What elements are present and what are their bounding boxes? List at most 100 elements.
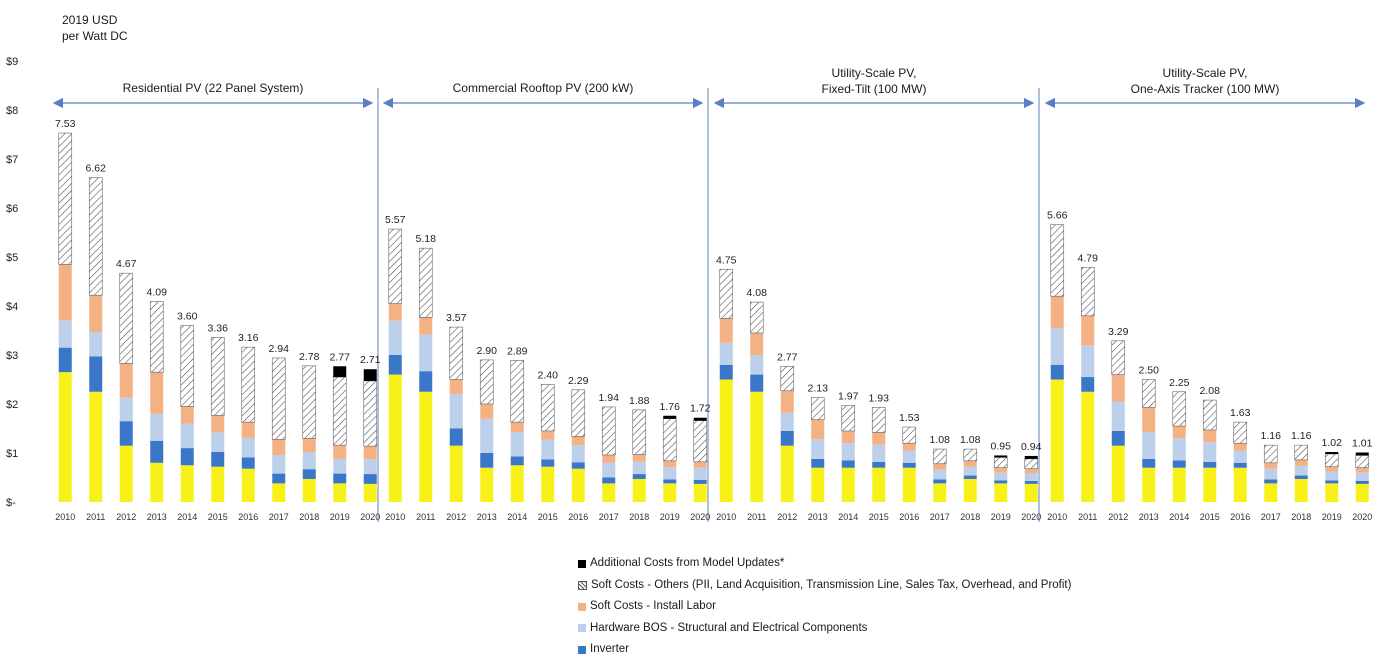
stacked-bar: 2.29 2016	[568, 375, 589, 522]
bar-segment-module	[119, 445, 133, 502]
x-tick-label: 2016	[238, 512, 258, 522]
bar-segment-soft-others	[1024, 458, 1039, 469]
y-tick-label: $8	[6, 105, 18, 117]
bar-segment-inverter	[780, 430, 794, 446]
bar-segment-hardware-bos	[388, 320, 402, 355]
legend-swatch	[578, 602, 586, 611]
y-axis: $- $1 $2 $3 $4 $5 $6 $7 $8 $9	[6, 56, 18, 509]
stacked-bar: 2.90 2013	[477, 345, 498, 522]
stacked-bar: 2.78 2018	[299, 351, 320, 522]
bar-segment-inverter	[1294, 475, 1308, 479]
x-tick-label: 2012	[777, 512, 797, 522]
bar-segment-inverter	[119, 421, 133, 446]
bar-segment-module	[1081, 391, 1095, 502]
bar-total-label: 1.97	[838, 390, 859, 402]
bar-segment-hardware-bos	[211, 432, 225, 453]
bar-segment-module	[363, 483, 377, 502]
bar-segment-soft-others	[749, 301, 764, 334]
bar-segment-hardware-bos	[1111, 401, 1125, 431]
bar-segment-inverter	[1172, 460, 1186, 468]
bar-segment-inverter	[272, 473, 286, 484]
bar-segment-inverter	[571, 462, 585, 469]
x-tick-label: 2016	[568, 512, 588, 522]
bar-segment-inverter	[1050, 364, 1064, 380]
bar-segment-install-labor	[1325, 466, 1339, 472]
bar-segment-inverter	[211, 452, 225, 467]
bar-total-label: 2.50	[1139, 365, 1160, 377]
bar-segment-hardware-bos	[180, 423, 194, 449]
bar-segment-install-labor	[719, 318, 733, 343]
bar-segment-module	[1203, 467, 1217, 502]
stacked-bar: 2.77 2012	[777, 351, 798, 522]
x-tick-label: 2019	[330, 512, 350, 522]
bar-segment-hardware-bos	[510, 431, 524, 457]
stacked-bar: 2.50 2013	[1139, 365, 1160, 523]
bar-segment-module	[632, 478, 646, 502]
bar-segment-inverter	[933, 479, 947, 484]
bar-total-label: 2.13	[808, 383, 829, 395]
bar-segment-soft-others	[719, 268, 734, 319]
x-tick-label: 2012	[446, 512, 466, 522]
bar-segment-inverter	[333, 473, 347, 484]
bar-total-label: 2.25	[1169, 377, 1190, 389]
legend-label: Inverter	[590, 643, 629, 655]
bar-segment-install-labor	[632, 454, 646, 462]
x-tick-label: 2014	[177, 512, 197, 522]
bar-total-label: 1.53	[899, 412, 920, 424]
bar-total-label: 2.90	[477, 345, 498, 357]
bar-segment-soft-others	[1111, 340, 1126, 375]
x-tick-label: 2015	[1200, 512, 1220, 522]
x-tick-label: 2015	[869, 512, 889, 522]
stacked-bar: 4.75 2010	[716, 254, 737, 522]
bar-segment-additional	[994, 455, 1008, 458]
bar-segment-hardware-bos	[602, 462, 616, 478]
bar-total-label: 3.36	[208, 322, 229, 334]
bar-segment-module	[58, 372, 72, 502]
bar-segment-hardware-bos	[363, 459, 377, 475]
bar-segment-soft-others	[1233, 421, 1248, 444]
legend-label: Soft Costs - Others (PII, Land Acquisiti…	[591, 578, 1072, 591]
bar-segment-module	[872, 467, 886, 502]
bar-segment-soft-others	[180, 325, 195, 407]
stacked-bar: 1.16 2018	[1291, 430, 1312, 522]
bar-total-label: 1.72	[690, 403, 711, 415]
x-tick-label: 2018	[299, 512, 319, 522]
bar-segment-soft-others	[449, 326, 464, 380]
bar-segment-soft-others	[88, 177, 103, 296]
bar-segment-inverter	[963, 475, 977, 479]
bar-segment-install-labor	[333, 445, 347, 459]
bar-segment-inverter	[363, 474, 377, 484]
bar-segment-install-labor	[841, 430, 855, 444]
bar-segment-hardware-bos	[693, 467, 707, 480]
x-tick-label: 2017	[1261, 512, 1281, 522]
bar-segment-hardware-bos	[58, 320, 72, 348]
bar-segment-inverter	[1142, 458, 1156, 468]
bar-segment-install-labor	[963, 460, 977, 467]
bar-segment-hardware-bos	[272, 454, 286, 474]
bar-segment-module	[1024, 483, 1038, 502]
y-tick-label: $4	[6, 301, 18, 313]
stacked-bar: 1.08 2018	[960, 434, 981, 522]
bar-segment-install-labor	[241, 422, 255, 438]
x-tick-label: 2014	[507, 512, 527, 522]
bar-segment-inverter	[302, 469, 316, 479]
bar-segment-module	[180, 465, 194, 502]
bar-total-label: 1.08	[960, 434, 981, 446]
bar-group: Utility-Scale PV, Fixed-Tilt (100 MW) 4.75…	[713, 66, 1042, 522]
bar-segment-soft-others	[932, 448, 947, 465]
bar-segment-inverter	[902, 462, 916, 468]
stacked-bar: 1.97 2014	[838, 390, 859, 522]
bar-segment-inverter	[1024, 480, 1038, 484]
bar-group: Residential PV (22 Panel System) 7.53 2010…	[52, 81, 381, 522]
bar-segment-module	[719, 379, 733, 502]
x-tick-label: 2020	[1352, 512, 1372, 522]
x-tick-label: 2014	[1169, 512, 1189, 522]
bar-segment-module	[89, 391, 103, 502]
x-tick-label: 2012	[1108, 512, 1128, 522]
bar-total-label: 1.08	[930, 434, 951, 446]
bar-group: Commercial Rooftop PV (200 kW)5.5720105.…	[382, 81, 711, 522]
stacked-bar: 4.08 2011	[747, 287, 768, 522]
bar-segment-install-labor	[180, 406, 194, 424]
legend-item: Soft Costs - Install Labor	[578, 596, 1071, 618]
bar-segment-soft-others	[332, 376, 347, 446]
